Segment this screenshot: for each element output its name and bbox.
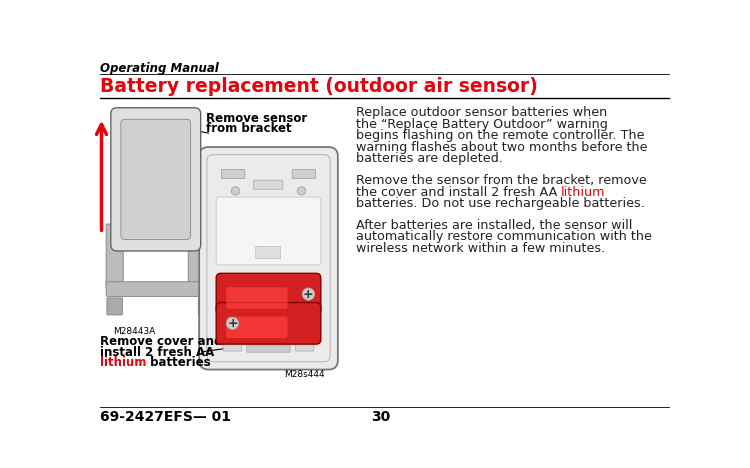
FancyBboxPatch shape <box>296 340 314 351</box>
FancyBboxPatch shape <box>222 169 245 179</box>
Circle shape <box>226 317 238 329</box>
Text: warning flashes about two months before the: warning flashes about two months before … <box>356 141 647 154</box>
Text: After batteries are installed, the sensor will: After batteries are installed, the senso… <box>356 219 632 232</box>
Text: 69-2427EFS— 01: 69-2427EFS— 01 <box>100 410 231 424</box>
Text: install 2 fresh AA: install 2 fresh AA <box>100 346 214 358</box>
Text: Operating Manual: Operating Manual <box>100 62 219 75</box>
Text: automatically restore communication with the: automatically restore communication with… <box>356 230 652 243</box>
Text: wireless network within a few minutes.: wireless network within a few minutes. <box>356 242 605 255</box>
FancyBboxPatch shape <box>216 197 321 265</box>
Text: batteries: batteries <box>146 357 211 369</box>
Text: the cover and install 2 fresh AA: the cover and install 2 fresh AA <box>356 185 561 198</box>
Text: lithium: lithium <box>100 357 146 369</box>
FancyBboxPatch shape <box>247 345 290 352</box>
Text: lithium: lithium <box>561 185 605 198</box>
Text: Remove sensor: Remove sensor <box>206 111 308 124</box>
FancyBboxPatch shape <box>107 298 122 315</box>
Text: batteries are depleted.: batteries are depleted. <box>356 153 503 165</box>
Text: Battery replacement (outdoor air sensor): Battery replacement (outdoor air sensor) <box>100 77 538 96</box>
Circle shape <box>231 187 240 195</box>
FancyBboxPatch shape <box>106 224 123 289</box>
FancyBboxPatch shape <box>200 147 338 370</box>
FancyBboxPatch shape <box>106 282 210 296</box>
FancyBboxPatch shape <box>259 340 278 351</box>
FancyBboxPatch shape <box>254 180 283 190</box>
FancyBboxPatch shape <box>216 273 321 315</box>
FancyBboxPatch shape <box>188 224 206 289</box>
FancyBboxPatch shape <box>226 287 287 309</box>
Text: begins flashing on the remote controller. The: begins flashing on the remote controller… <box>356 129 644 142</box>
Text: 30: 30 <box>370 410 390 424</box>
Text: from bracket: from bracket <box>206 122 292 135</box>
FancyBboxPatch shape <box>224 340 242 351</box>
Text: M28443A: M28443A <box>113 327 155 336</box>
FancyBboxPatch shape <box>121 119 190 240</box>
Text: Replace outdoor sensor batteries when: Replace outdoor sensor batteries when <box>356 106 607 119</box>
Text: +: + <box>303 288 313 300</box>
Text: batteries. Do not use rechargeable batteries.: batteries. Do not use rechargeable batte… <box>356 197 644 210</box>
Circle shape <box>297 187 306 195</box>
Text: Remove the sensor from the bracket, remove: Remove the sensor from the bracket, remo… <box>356 174 646 187</box>
Text: the “Replace Battery Outdoor” warning: the “Replace Battery Outdoor” warning <box>356 118 608 131</box>
Circle shape <box>302 288 315 300</box>
Text: Remove cover and: Remove cover and <box>100 335 222 348</box>
FancyBboxPatch shape <box>111 108 201 251</box>
FancyBboxPatch shape <box>216 302 321 344</box>
FancyBboxPatch shape <box>226 316 287 338</box>
Text: +: + <box>227 317 238 330</box>
Text: M28s444: M28s444 <box>284 370 325 379</box>
FancyBboxPatch shape <box>198 298 214 315</box>
FancyBboxPatch shape <box>256 246 280 259</box>
FancyBboxPatch shape <box>292 169 316 179</box>
